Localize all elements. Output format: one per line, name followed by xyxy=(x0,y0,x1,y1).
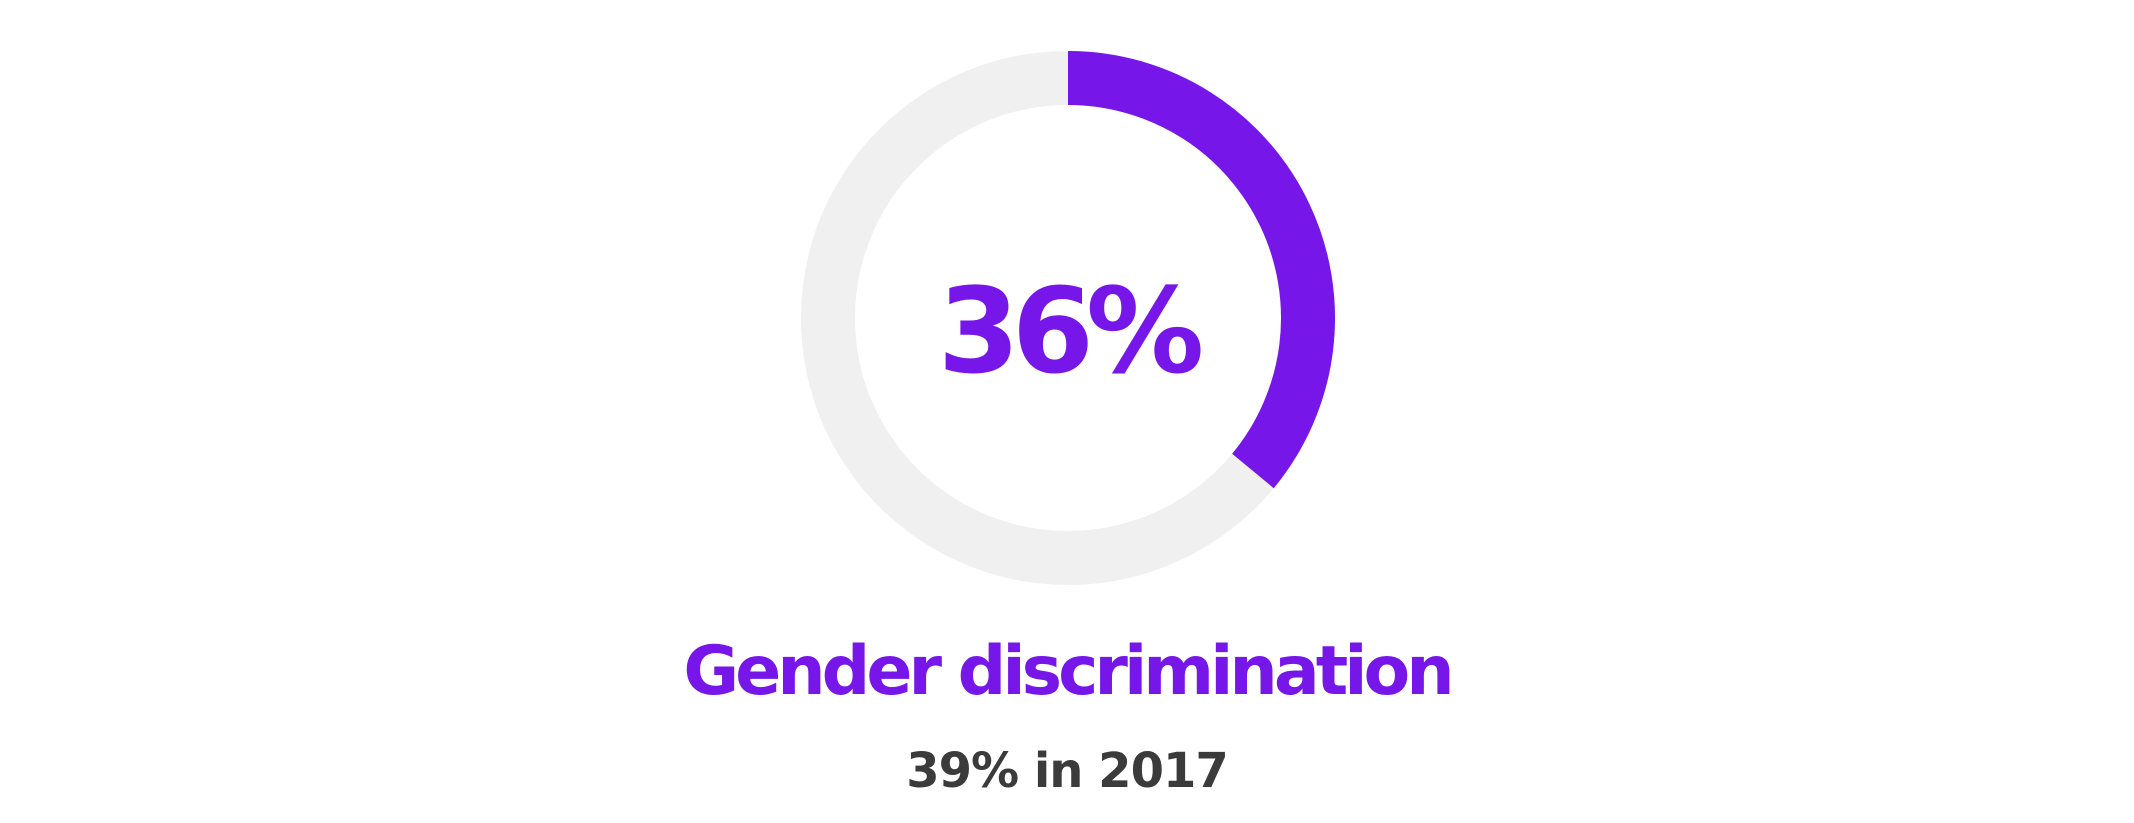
center-percentage: 36% xyxy=(938,262,1201,400)
chart-title: Gender discrimination xyxy=(683,632,1450,711)
chart-subtitle: 39% in 2017 xyxy=(906,743,1228,799)
donut-value-arc xyxy=(1067,51,1335,489)
